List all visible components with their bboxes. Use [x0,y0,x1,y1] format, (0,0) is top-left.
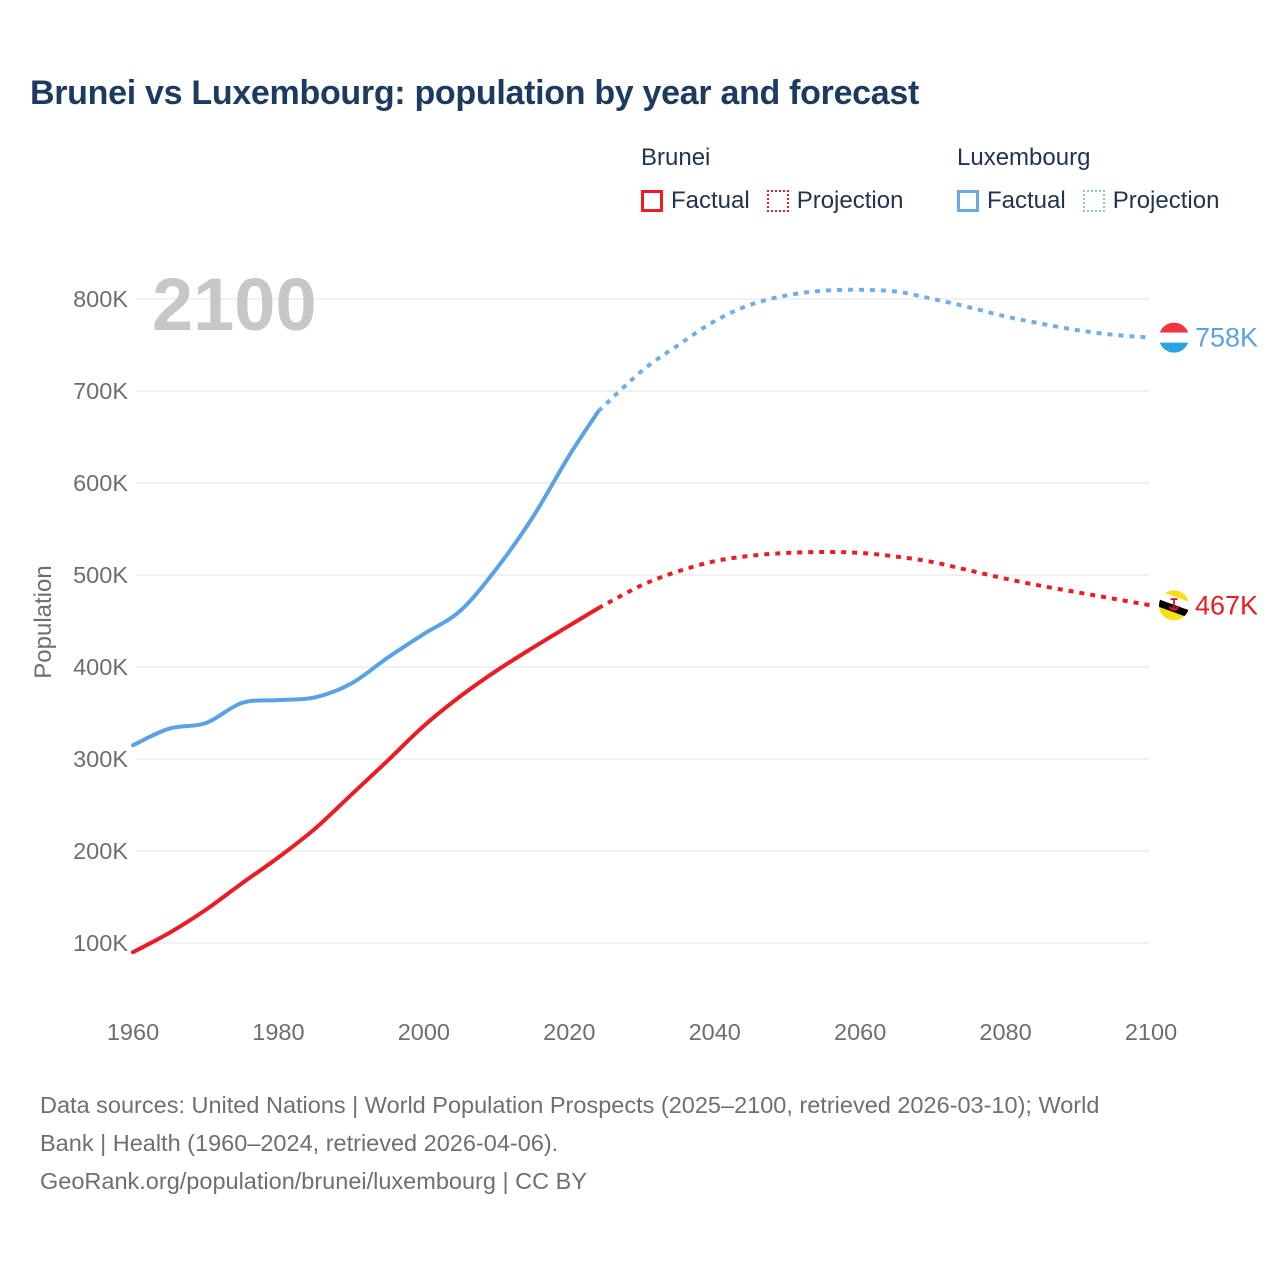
footer: Data sources: United Nations | World Pop… [40,1086,1099,1200]
legend-swatch-solid-red-icon [641,190,663,212]
legend-item-luxembourg-projection[interactable]: Projection [1082,187,1220,215]
legend-group-title: Luxembourg [957,144,1091,171]
x-tick-label: 2020 [543,1019,595,1045]
luxembourg-flag-icon [1159,322,1189,353]
series-brunei-factual [131,606,601,955]
legend-item-label: Projection [1112,187,1220,214]
brunei-flag-icon [1159,590,1189,621]
y-tick-label: 100K [73,930,128,956]
legend-row: Factual Projection [641,187,903,215]
legend-item-brunei-projection[interactable]: Projection [766,187,904,215]
series-luxembourg-factual [131,409,601,748]
legend-group-title: Brunei [641,144,711,171]
x-tick-label: 2080 [979,1019,1031,1045]
x-tick-label: 1960 [107,1019,159,1045]
legend-item-luxembourg-factual[interactable]: Factual [957,187,1066,215]
legend-item-brunei-factual[interactable]: Factual [641,187,750,215]
y-tick-label: 700K [73,378,128,404]
footer-attribution-line[interactable]: GeoRank.org/population/brunei/luxembourg… [40,1168,587,1194]
series-brunei-projection [597,549,1152,610]
legend-row: Factual Projection [957,187,1219,215]
y-tick-label: 600K [73,470,128,496]
x-tick-label: 2100 [1125,1019,1177,1045]
x-tick-label: 1980 [252,1019,304,1045]
x-tick-label: 2040 [689,1019,741,1045]
end-value-label-brunei: 467K [1195,590,1258,620]
end-value-label-luxembourg: 758K [1195,323,1258,353]
legend-item-label: Factual [987,187,1066,214]
legend-swatch-dotted-blue-icon [1082,190,1105,212]
page-title: Brunei vs Luxembourg: population by year… [30,74,920,112]
legend-swatch-solid-blue-icon [957,190,979,212]
y-tick-label: 400K [73,654,128,680]
y-tick-label: 300K [73,746,128,772]
legend-swatch-dotted-red-icon [766,190,789,212]
series-luxembourg-projection [597,287,1152,413]
x-tick-label: 2000 [398,1019,450,1045]
x-tick-label: 2060 [834,1019,886,1045]
legend-group-luxembourg: Luxembourg Factual Projection [957,144,1219,215]
y-tick-label: 500K [73,562,128,588]
legend-item-label: Factual [671,187,750,214]
y-tick-label: 800K [73,286,128,312]
legend-item-label: Projection [796,187,904,214]
y-tick-label: 200K [73,838,128,864]
footer-sources-line: Bank | Health (1960–2024, retrieved 2026… [40,1130,559,1156]
footer-sources-line: Data sources: United Nations | World Pop… [40,1092,1100,1118]
legend-group-brunei: Brunei Factual Projection [641,144,903,215]
